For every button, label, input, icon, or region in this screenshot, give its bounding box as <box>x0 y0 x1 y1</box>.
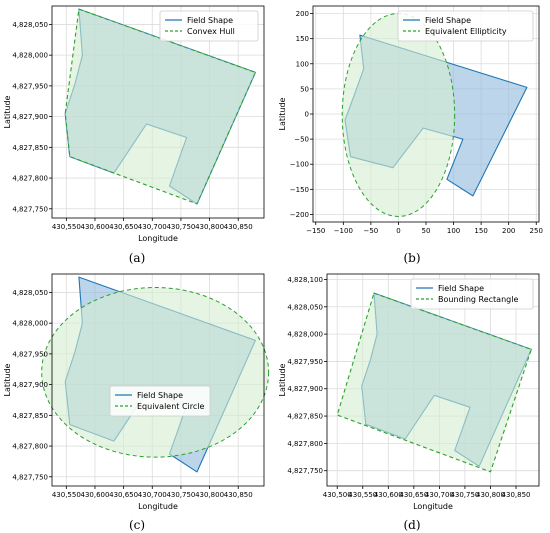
chart-c-xtick-label-6: 430,850 <box>224 491 253 499</box>
chart-b-xtick-label-5: 100 <box>447 227 460 235</box>
chart-d-ytick-label-0: 4,827,750 <box>287 467 323 475</box>
chart-a-ytick-label-2: 4,827,850 <box>12 144 48 152</box>
chart-b-ylabel: Latitude <box>278 97 287 130</box>
chart-b-xtick-label-6: 150 <box>474 227 487 235</box>
chart-b-xtick-label-0: −150 <box>306 227 325 235</box>
chart-d-xtick-label-6: 430,800 <box>476 491 505 499</box>
panel-a-chart: 430,550 430,600 430,650 430,700 430,750 430,8… <box>3 5 265 243</box>
caption-b: (b) <box>403 251 421 265</box>
chart-a-legend-label-0: Field Shape <box>187 16 233 25</box>
chart-d-ytick-label-1: 4,827,800 <box>287 440 323 448</box>
chart-b-legend <box>397 10 534 42</box>
chart-d-xtick-label-3: 430,650 <box>399 491 428 499</box>
chart-a-ytick-label-3: 4,827,900 <box>12 113 48 121</box>
chart-b-ytick-label-4: 0 <box>305 111 309 119</box>
chart-d-legend-label-0: Field Shape <box>438 284 484 293</box>
chart-b-ytick-label-6: 100 <box>296 60 309 68</box>
chart-a-xtick-label-2: 430,650 <box>109 223 138 231</box>
caption-a: (a) <box>128 251 146 265</box>
chart-a-xtick-label-0: 430,550 <box>52 223 81 231</box>
chart-c-ytick-label-4: 4,827,950 <box>12 350 48 358</box>
chart-a-ytick-label-1: 4,827,800 <box>12 175 48 183</box>
chart-b-ytick-label-1: −150 <box>290 186 309 194</box>
chart-a-frame <box>51 5 265 219</box>
chart-c-xtick-label-1: 430,600 <box>80 491 109 499</box>
chart-a-xtick-label-5: 430,800 <box>195 223 224 231</box>
chart-d-ytick-label-5: 4,828,000 <box>287 331 323 339</box>
chart-c-xtick-label-0: 430,550 <box>52 491 81 499</box>
chart-b-ytick-label-5: 50 <box>300 85 309 93</box>
chart-c-xtick-label-4: 430,750 <box>166 491 195 499</box>
chart-d-series-bounding-rectangle <box>336 292 532 473</box>
chart-a-legend <box>159 10 259 42</box>
chart-c-frame <box>51 273 265 487</box>
chart-c-xtick-label-2: 430,650 <box>109 491 138 499</box>
chart-d-ytick-label-6: 4,828,050 <box>287 303 323 311</box>
chart-b-ytick-label-3: −50 <box>294 136 309 144</box>
chart-b-ytick-label-0: −200 <box>290 211 309 219</box>
chart-d-ytick-label-2: 4,827,850 <box>287 413 323 421</box>
chart-a-xlabel: Longitude <box>138 234 178 243</box>
chart-a-ytick-label-4: 4,827,950 <box>12 82 48 90</box>
chart-a-xtick-label-6: 430,850 <box>224 223 253 231</box>
chart-d-ytick-label-3: 4,827,900 <box>287 385 323 393</box>
chart-a-ylabel: Latitude <box>3 95 12 128</box>
chart-d-ytick-label-7: 4,828,100 <box>287 276 323 284</box>
chart-d-xtick-label-7: 430,850 <box>502 491 531 499</box>
chart-c-ytick-label-0: 4,827,750 <box>12 473 48 481</box>
chart-d-ylabel: Latitude <box>278 363 287 396</box>
chart-d-xlabel: Longitude <box>413 502 453 511</box>
chart-c-ylabel: Latitude <box>3 363 12 396</box>
chart-b-xtick-label-8: 250 <box>530 227 543 235</box>
chart-c-legend-label-0: Field Shape <box>137 391 183 400</box>
chart-b-ytick-label-2: −100 <box>290 161 309 169</box>
chart-c-ytick-label-6: 4,828,050 <box>12 289 48 297</box>
chart-a-series-convex-hull <box>64 8 256 205</box>
chart-a-xtick-label-3: 430,700 <box>138 223 167 231</box>
chart-c-xtick-label-5: 430,800 <box>195 491 224 499</box>
chart-c-ytick-label-2: 4,827,850 <box>12 412 48 420</box>
chart-c-ytick-label-3: 4,827,900 <box>12 381 48 389</box>
caption-d: (d) <box>403 518 421 532</box>
chart-b-legend-label-1: Equivalent Ellipticity <box>425 27 507 36</box>
chart-a-ytick-label-0: 4,827,750 <box>12 205 48 213</box>
chart-d-xtick-label-5: 430,750 <box>450 491 479 499</box>
chart-b-xtick-label-7: 200 <box>502 227 515 235</box>
chart-c-xlabel: Longitude <box>138 502 178 511</box>
chart-c-ytick-label-5: 4,828,000 <box>12 320 48 328</box>
chart-b-legend-label-0: Field Shape <box>425 16 471 25</box>
chart-d-ytick-label-4: 4,827,950 <box>287 358 323 366</box>
chart-d-legend-label-1: Bounding Rectangle <box>438 295 518 304</box>
chart-b-ytick-label-7: 150 <box>296 35 309 43</box>
chart-a-legend-label-1: Convex Hull <box>187 27 235 36</box>
chart-c-xtick-label-3: 430,700 <box>138 491 167 499</box>
panel-b-chart: −150 −100 −50 0 50 100 150 200 250 −200 −150 −100 −5… <box>278 5 543 235</box>
chart-a-ytick-label-6: 4,828,050 <box>12 21 48 29</box>
chart-d-xtick-label-1: 430,550 <box>348 491 377 499</box>
panel-c-chart: 430,550 430,600 430,650 430,700 430,750 430,8… <box>3 273 270 511</box>
caption-c: (c) <box>128 518 146 532</box>
chart-b-xtick-label-4: 50 <box>422 227 431 235</box>
chart-d-xtick-label-0: 430,500 <box>323 491 352 499</box>
chart-d-legend <box>410 278 534 310</box>
chart-d-xtick-label-4: 430,700 <box>425 491 454 499</box>
chart-b-xtick-label-1: −100 <box>334 227 353 235</box>
panel-d-chart: 430,500430,550430,600430,650430,700430,7… <box>278 273 540 511</box>
chart-c-legend-label-1: Equivalent Circle <box>137 402 205 411</box>
chart-a-xtick-label-1: 430,600 <box>80 223 109 231</box>
chart-d-xtick-label-2: 430,600 <box>374 491 403 499</box>
chart-b-xtick-label-2: −50 <box>363 227 378 235</box>
chart-a-xtick-label-4: 430,750 <box>166 223 195 231</box>
chart-b-series-equivalent-ellipticity <box>341 13 456 217</box>
chart-b-xtick-label-3: 0 <box>396 227 400 235</box>
chart-a-ytick-label-5: 4,828,000 <box>12 52 48 60</box>
chart-c-ytick-label-1: 4,827,800 <box>12 443 48 451</box>
chart-c-series-equivalent-circle <box>41 287 270 458</box>
chart-d-frame <box>326 273 540 487</box>
chart-c-legend <box>109 385 211 417</box>
chart-b-ytick-label-8: 200 <box>296 10 309 18</box>
